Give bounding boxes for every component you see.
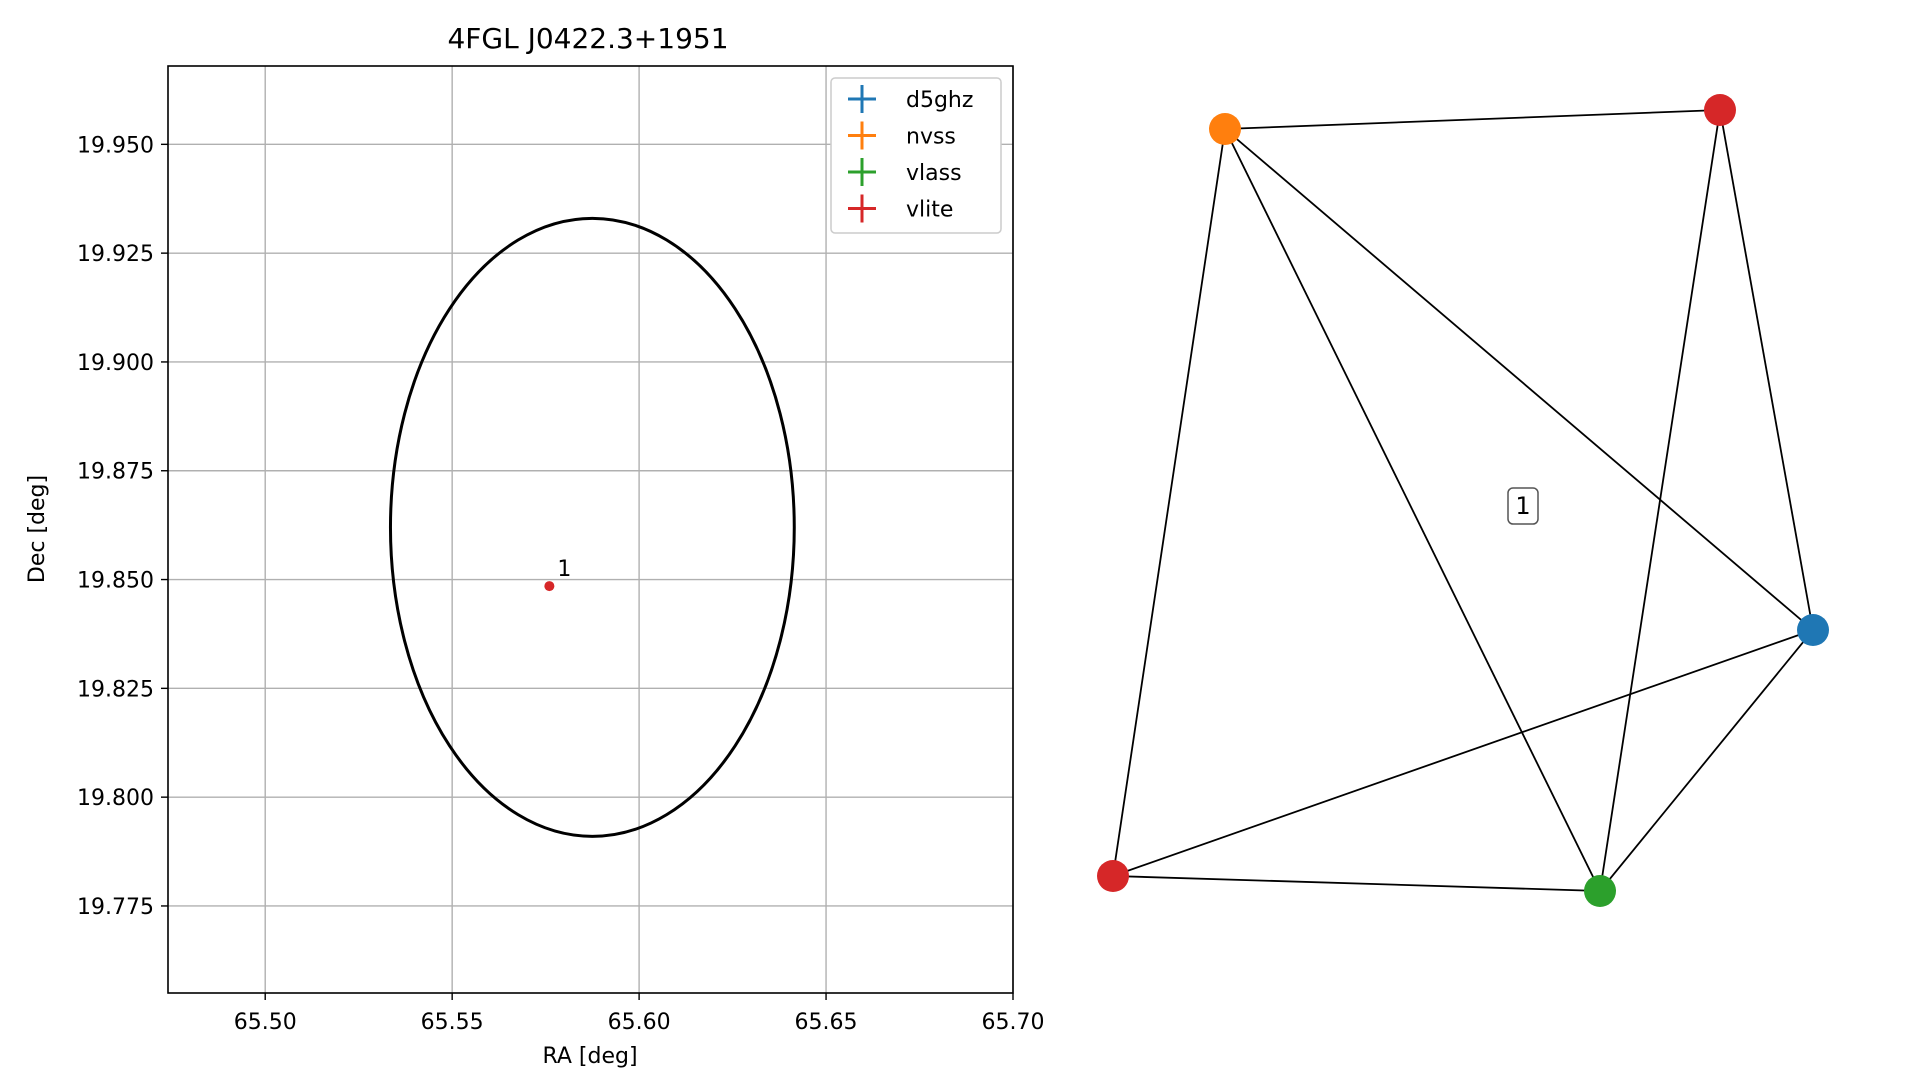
graph-edge (1224, 128, 1814, 631)
cluster-label-text: 1 (1515, 492, 1530, 520)
y-tick-label: 19.775 (77, 895, 154, 920)
plot-frame (167, 65, 1014, 994)
x-tick-label: 65.50 (234, 1010, 297, 1035)
scatter-panel: 4FGL J0422.3+1951 1 65.50 65.55 65.60 65.65… (25, 22, 1044, 1069)
ellipse-layer (388, 216, 796, 838)
x-tick-label: 65.65 (795, 1010, 858, 1035)
x-tick-label: 65.70 (982, 1010, 1045, 1035)
graph-panel: 1 (1097, 94, 1829, 907)
legend-label: vlass (906, 161, 962, 186)
x-tick-label: 65.55 (421, 1010, 484, 1035)
chart-title: 4FGL J0422.3+1951 (447, 22, 728, 55)
node-layer (1097, 94, 1829, 907)
legend-item-vlass: vlass (848, 158, 962, 186)
graph-edge (1112, 629, 1814, 877)
legend-label: nvss (906, 125, 956, 150)
y-tick-label: 19.800 (77, 786, 154, 811)
source-point (544, 581, 555, 592)
y-tick-label: 19.925 (77, 242, 154, 267)
x-axis-label: RA [deg] (542, 1044, 637, 1069)
graph-node-vlite-top (1704, 94, 1736, 126)
confidence-ellipse (388, 216, 796, 838)
point-layer: 1 (544, 557, 571, 592)
graph-node-vlite-bottom (1097, 860, 1129, 892)
legend-item-d5ghz: d5ghz (848, 85, 973, 113)
legend-box (830, 77, 1002, 234)
graph-edge (1112, 875, 1601, 892)
legend-label: vlite (906, 198, 953, 223)
y-tick-label: 19.875 (77, 460, 154, 485)
y-tick-label: 19.950 (77, 133, 154, 158)
graph-edge (1599, 629, 1814, 892)
tick-layer: 65.50 65.55 65.60 65.65 65.70 19.775 19.800 19.… (77, 133, 1044, 1035)
y-axis-label: Dec [deg] (25, 475, 50, 583)
graph-edge (1224, 128, 1601, 892)
legend-label: d5ghz (906, 88, 973, 113)
legend: d5ghz nvss vlass vlite (830, 77, 1002, 234)
y-tick-label: 19.900 (77, 351, 154, 376)
graph-node-d5ghz (1797, 614, 1829, 646)
edge-layer (1112, 109, 1814, 892)
y-tick-label: 19.850 (77, 569, 154, 594)
graph-edge (1112, 128, 1226, 877)
graph-node-vlass (1584, 875, 1616, 907)
legend-item-nvss: nvss (848, 121, 956, 150)
graph-edge (1599, 109, 1721, 892)
x-tick-label: 65.60 (608, 1010, 671, 1035)
cluster-label: 1 (1507, 487, 1539, 525)
graph-edge (1224, 109, 1721, 130)
graph-edge (1719, 109, 1814, 631)
y-tick-label: 19.825 (77, 677, 154, 702)
legend-item-vlite: vlite (848, 194, 953, 223)
cluster-label-box (1507, 487, 1539, 525)
source-point-label: 1 (557, 557, 571, 582)
graph-node-nvss (1209, 113, 1241, 145)
